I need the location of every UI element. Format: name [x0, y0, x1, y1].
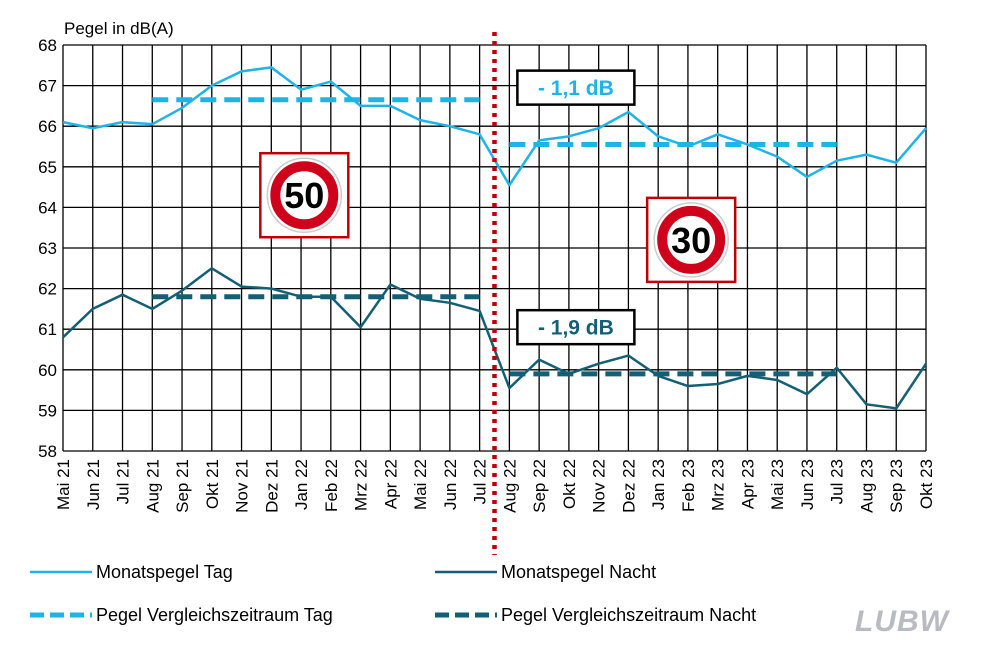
legend-item: Pegel Vergleichszeitraum Tag [30, 605, 333, 625]
annotation-text: - 1,1 dB [538, 77, 614, 100]
x-tick-label: Aug 21 [143, 459, 162, 513]
legend-item: Pegel Vergleichszeitraum Nacht [435, 605, 756, 625]
x-tick-label: Jul 21 [114, 459, 133, 504]
x-tick-label: Mrz 23 [709, 459, 728, 511]
y-axis-label: Pegel in dB(A) [64, 19, 174, 38]
legend-item: Monatspegel Nacht [435, 562, 656, 582]
sign-red-ring [657, 205, 726, 274]
x-tick-label: Sep 22 [530, 459, 549, 513]
y-tick-label: 62 [38, 280, 57, 299]
y-tick-label: 65 [38, 158, 57, 177]
legend-label: Pegel Vergleichszeitraum Nacht [501, 605, 756, 625]
x-tick-label: Jan 22 [292, 459, 311, 510]
x-tick-label: Mai 23 [768, 459, 787, 510]
annotations: - 1,1 dB - 1,9 dB [516, 69, 636, 346]
x-tick-label: Mrz 22 [352, 459, 371, 511]
sign-red-ring [270, 161, 339, 230]
grid [62, 44, 927, 452]
x-tick-label: Nov 22 [590, 459, 609, 513]
lubw-logo: LUBW [855, 605, 951, 638]
speed-limit-sign: 50 [259, 151, 350, 239]
y-tick-label: 58 [38, 442, 57, 461]
x-tick-label: Apr 22 [381, 459, 400, 509]
x-tick-label: Dez 22 [619, 459, 638, 513]
x-tick-label: Jun 21 [84, 459, 103, 510]
annotation-box [516, 69, 636, 106]
x-tick-label: Jul 23 [828, 459, 847, 504]
x-tick-label: Feb 22 [322, 459, 341, 512]
legend: Monatspegel Tag Monatspegel Nacht Pegel Ve… [30, 562, 756, 625]
speed-signs: 50 30 [259, 151, 737, 284]
x-tick-label: Mai 21 [54, 459, 73, 510]
series-lines [62, 66, 928, 410]
x-axis: Mai 21 Jun 21 Jul 21 Aug 21 Sep 21 Okt 21 Nov … [54, 459, 936, 513]
x-tick-label: Aug 23 [857, 459, 876, 513]
x-tick-label: Jun 23 [798, 459, 817, 510]
speed-limit-sign: 30 [645, 196, 737, 284]
x-tick-label: Jun 22 [441, 459, 460, 510]
y-tick-label: 60 [38, 361, 57, 380]
x-tick-label: Okt 22 [560, 459, 579, 509]
x-tick-label: Nov 21 [233, 459, 252, 513]
y-tick-label: 64 [38, 198, 57, 217]
x-tick-label: Aug 22 [500, 459, 519, 513]
x-tick-label: Apr 23 [738, 459, 757, 509]
sign-value: 30 [671, 220, 711, 261]
x-tick-label: Feb 23 [679, 459, 698, 512]
y-tick-label: 66 [38, 117, 57, 136]
y-tick-label: 68 [38, 36, 57, 55]
legend-label: Monatspegel Nacht [501, 562, 656, 582]
legend-label: Monatspegel Tag [96, 562, 233, 582]
legend-item: Monatspegel Tag [30, 562, 233, 582]
x-tick-label: Okt 23 [917, 459, 936, 509]
x-tick-label: Dez 21 [262, 459, 281, 513]
x-tick-label: Jan 23 [649, 459, 668, 510]
annotation-text: - 1,9 dB [538, 317, 614, 340]
x-tick-label: Jul 22 [471, 459, 490, 504]
sign-value: 50 [284, 175, 324, 216]
annotation-box [516, 308, 636, 346]
y-tick-label: 61 [38, 320, 57, 339]
y-axis: 58 59 60 61 62 63 64 65 66 67 68 [38, 36, 57, 461]
y-tick-label: 67 [38, 77, 57, 96]
x-tick-label: Okt 21 [203, 459, 222, 509]
delta-annotation: - 1,9 dB [516, 308, 636, 346]
delta-annotation: - 1,1 dB [516, 69, 636, 106]
x-tick-label: Sep 21 [173, 459, 192, 513]
x-tick-label: Mai 22 [411, 459, 430, 510]
y-tick-label: 59 [38, 401, 57, 420]
legend-label: Pegel Vergleichszeitraum Tag [96, 605, 333, 625]
y-tick-label: 63 [38, 239, 57, 258]
x-tick-label: Sep 23 [887, 459, 906, 513]
